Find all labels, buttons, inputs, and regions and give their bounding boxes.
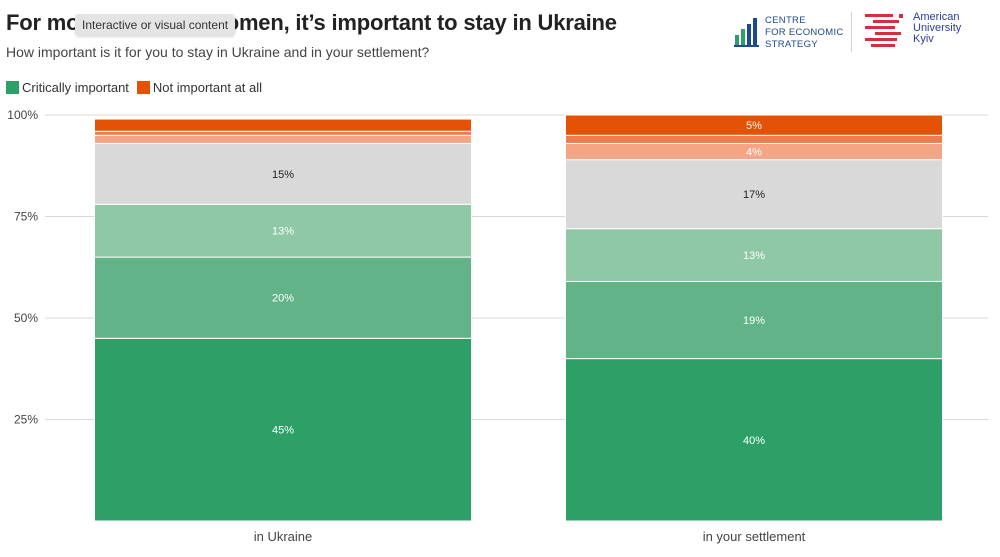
- legend-item-critically-important[interactable]: Critically important: [6, 80, 129, 95]
- bar-segment-1-3[interactable]: [565, 159, 943, 230]
- chart-legend: Critically important Not important at al…: [6, 80, 270, 95]
- legend-swatch-critically-important: [6, 81, 19, 94]
- y-tick-label-25: 25%: [14, 413, 38, 427]
- y-tick-label-75: 75%: [14, 210, 38, 224]
- data-label-0-2: 13%: [272, 226, 294, 238]
- bar-segment-0-6[interactable]: [94, 118, 472, 132]
- x-category-label-0: in Ukraine: [254, 529, 313, 544]
- data-label-1-4: 4%: [746, 147, 762, 159]
- ces-line-2: FOR ECONOMIC: [765, 27, 844, 38]
- data-label-0-3: 15%: [272, 169, 294, 181]
- legend-item-not-important[interactable]: Not important at all: [136, 80, 263, 95]
- interactive-content-tooltip: Interactive or visual content: [75, 14, 236, 36]
- legend-label-not-important: Not important at all: [152, 80, 263, 95]
- data-label-1-1: 19%: [743, 315, 765, 327]
- ces-bars-icon: [734, 18, 759, 47]
- bar-segment-1-1[interactable]: [565, 280, 943, 360]
- bar-segment-0-1[interactable]: [94, 256, 472, 339]
- bar-segment-0-0[interactable]: [94, 337, 472, 522]
- auk-flag-icon: [865, 14, 903, 47]
- x-category-label-1: in your settlement: [703, 529, 806, 544]
- auk-line-1: American: [913, 11, 960, 23]
- data-label-1-2: 13%: [743, 250, 765, 262]
- ces-line-1: CENTRE: [765, 15, 806, 26]
- data-label-0-0: 45%: [272, 425, 294, 437]
- bar-segment-0-2[interactable]: [94, 203, 472, 258]
- bar-segment-1-6[interactable]: [565, 114, 943, 136]
- auk-logo: American University Kyiv: [865, 12, 969, 50]
- y-tick-label-50: 50%: [14, 311, 38, 325]
- logo-divider: [851, 12, 852, 52]
- data-label-1-3: 17%: [743, 189, 765, 201]
- ces-logo-text: CENTRE FOR ECONOMIC STRATEGY: [765, 15, 851, 51]
- stacked-bar-chart: 25% 50% 75% 100% 45% 20% 13% 15% in Ukraine 40% 19…: [7, 108, 988, 544]
- chart-subtitle: How important is it for you to stay in U…: [6, 44, 430, 60]
- ces-line-3: STRATEGY: [765, 39, 818, 50]
- bar-segment-1-2[interactable]: [565, 228, 943, 282]
- data-label-1-0: 40%: [743, 435, 765, 447]
- bar-segment-0-5[interactable]: [94, 130, 472, 136]
- auk-line-3: Kyiv: [913, 33, 934, 45]
- legend-swatch-not-important: [136, 81, 150, 94]
- data-label-0-1: 20%: [272, 293, 294, 305]
- auk-line-2: University: [913, 22, 962, 34]
- ces-logo: CENTRE FOR ECONOMIC STRATEGY: [734, 15, 851, 51]
- bar-segment-0-4[interactable]: [94, 134, 472, 144]
- auk-logo-text: American University Kyiv: [913, 12, 969, 45]
- data-label-1-6: 5%: [746, 120, 762, 132]
- bar-segment-1-5[interactable]: [565, 134, 943, 144]
- legend-label-critically-important: Critically important: [22, 80, 129, 95]
- y-tick-label-100: 100%: [7, 108, 38, 122]
